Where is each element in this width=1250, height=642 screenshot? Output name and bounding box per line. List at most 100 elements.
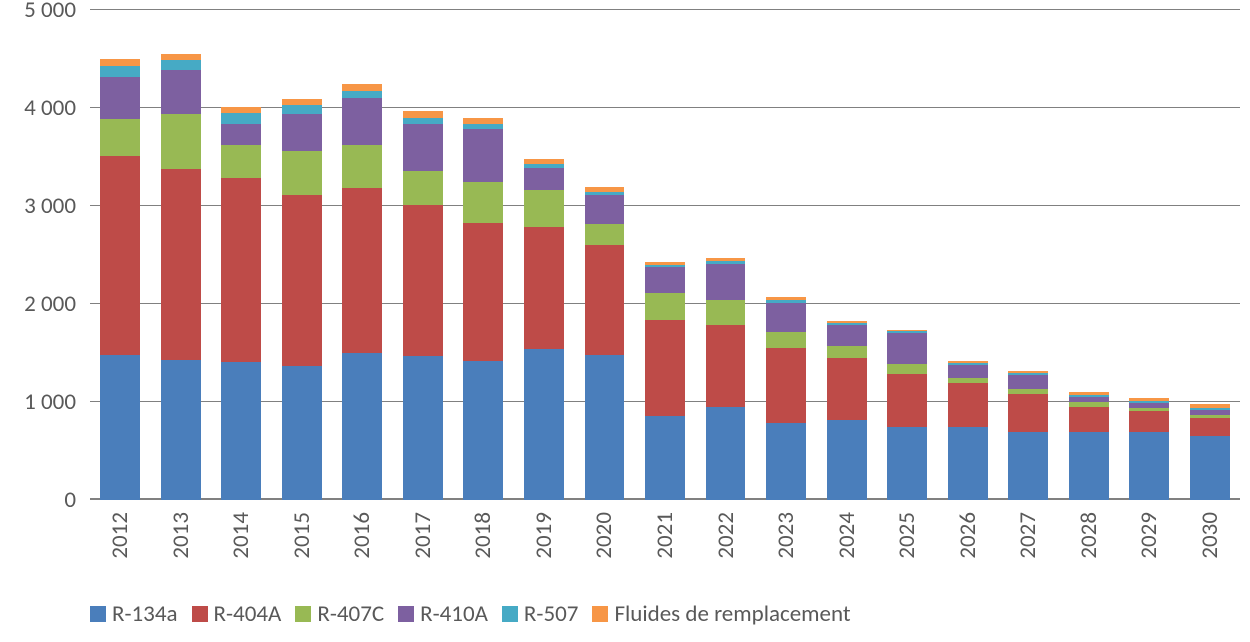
bar-segment-r-407c [463, 182, 503, 223]
bar-segment-r-507 [887, 331, 927, 333]
bar-segment-r-507 [1069, 395, 1109, 397]
bar-segment-fluides-de-remplacement [766, 297, 806, 300]
bar-segment-r-410a [645, 267, 685, 293]
bar-segment-fluides-de-remplacement [948, 361, 988, 363]
bar-segment-r-404a [1190, 418, 1230, 437]
x-tick-label: 2030 [1196, 512, 1224, 559]
bar-segment-r-507 [221, 113, 261, 124]
x-tick-label: 2026 [954, 512, 982, 559]
bar-segment-r-507 [706, 261, 746, 264]
y-tick-label: 5 000 [24, 0, 76, 24]
bar-segment-r-404a [524, 227, 564, 350]
bar [342, 10, 382, 500]
legend-swatch [398, 606, 414, 622]
bar-segment-r-134a [282, 366, 322, 500]
bar-segment-r-407c [161, 114, 201, 169]
bar-segment-r-134a [1129, 432, 1169, 500]
bar [887, 10, 927, 500]
bar-segment-r-407c [887, 364, 927, 374]
legend-label: Fluides de remplacement [614, 600, 850, 628]
bar [282, 10, 322, 500]
bar-segment-r-134a [887, 427, 927, 501]
bar-segment-r-134a [463, 361, 503, 500]
bar-segment-fluides-de-remplacement [100, 59, 140, 66]
bar-segment-r-507 [1008, 373, 1048, 375]
bar-segment-r-410a [463, 129, 503, 182]
bar-segment-r-407c [766, 332, 806, 348]
bar-segment-r-407c [1008, 389, 1048, 394]
y-tick-label: 1 000 [24, 388, 76, 416]
bar-segment-fluides-de-remplacement [403, 111, 443, 118]
bar-segment-fluides-de-remplacement [1008, 371, 1048, 373]
bar [766, 10, 806, 500]
bar-segment-r-404a [706, 325, 746, 407]
bar [100, 10, 140, 500]
legend-label: R-407C [317, 600, 384, 628]
bar [1190, 10, 1230, 500]
bar-segment-fluides-de-remplacement [585, 187, 625, 192]
bar-segment-r-407c [221, 145, 261, 177]
bar-segment-fluides-de-remplacement [887, 330, 927, 332]
legend-item: R-134a [90, 600, 178, 628]
bar [585, 10, 625, 500]
bar [827, 10, 867, 500]
legend-swatch [192, 606, 208, 622]
bar-segment-r-404a [463, 223, 503, 361]
bar [524, 10, 564, 500]
bar-segment-fluides-de-remplacement [1069, 392, 1109, 395]
bar-segment-r-404a [645, 320, 685, 416]
bar-segment-r-410a [827, 325, 867, 347]
bar-segment-r-134a [585, 355, 625, 500]
bar-segment-r-407c [403, 171, 443, 205]
bar-segment-fluides-de-remplacement [161, 54, 201, 60]
bar-segment-r-410a [403, 124, 443, 171]
bar [1129, 10, 1169, 500]
bar-segment-r-404a [1069, 407, 1109, 432]
bar-segment-r-507 [100, 66, 140, 77]
bar-segment-r-134a [161, 360, 201, 500]
bar-segment-r-404a [766, 348, 806, 422]
y-axis-labels: 01 0002 0003 0004 0005 000 [0, 10, 76, 500]
legend-label: R-507 [524, 600, 579, 628]
x-tick-label: 2022 [712, 512, 740, 559]
x-tick-label: 2018 [469, 512, 497, 559]
bar-segment-fluides-de-remplacement [827, 321, 867, 323]
bar-segment-fluides-de-remplacement [524, 159, 564, 164]
bar-segment-r-507 [342, 91, 382, 98]
bar-segment-r-507 [585, 192, 625, 195]
bar-segment-r-404a [100, 156, 140, 355]
bar-segment-r-507 [948, 363, 988, 365]
bar-segment-fluides-de-remplacement [706, 258, 746, 261]
y-tick-label: 4 000 [24, 94, 76, 122]
x-tick-label: 2016 [348, 512, 376, 559]
bar [1069, 10, 1109, 500]
legend-label: R-404A [214, 600, 282, 628]
bar-segment-r-407c [524, 190, 564, 226]
legend-item: Fluides de remplacement [592, 600, 850, 628]
bar-segment-fluides-de-remplacement [1190, 404, 1230, 408]
bar-segment-r-410a [161, 70, 201, 114]
legend-swatch [90, 606, 106, 622]
bar-segment-r-134a [100, 355, 140, 500]
legend-item: R-410A [398, 600, 488, 628]
bar-segment-r-410a [342, 98, 382, 145]
bar [403, 10, 443, 500]
bar-segment-r-134a [766, 423, 806, 500]
bar-segment-r-407c [827, 346, 867, 358]
bar-segment-r-134a [827, 420, 867, 500]
y-tick-label: 2 000 [24, 290, 76, 318]
legend-label: R-134a [112, 600, 178, 628]
bar-segment-r-134a [1069, 432, 1109, 500]
plot-area [90, 10, 1240, 500]
bar-segment-r-134a [948, 427, 988, 501]
bar-segment-fluides-de-remplacement [282, 99, 322, 105]
bar-segment-r-134a [1008, 432, 1048, 500]
bar-segment-r-134a [1190, 436, 1230, 500]
bars-layer [90, 10, 1240, 500]
bar-segment-r-134a [645, 416, 685, 500]
bar [221, 10, 261, 500]
bar-segment-r-410a [585, 195, 625, 223]
x-tick-label: 2025 [893, 512, 921, 559]
legend-swatch [502, 606, 518, 622]
bar [1008, 10, 1048, 500]
